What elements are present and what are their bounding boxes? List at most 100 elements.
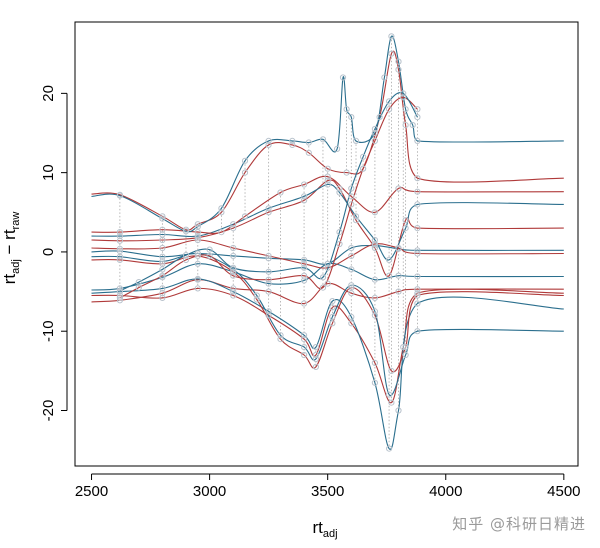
data-point [301,272,308,279]
data-point [301,300,308,307]
data-point [348,244,355,252]
data-point [305,149,312,156]
data-point [400,94,407,101]
data-point [360,153,367,160]
series-line-2 [91,279,564,305]
data-point [265,308,272,315]
data-point [230,225,237,232]
data-point [371,276,378,283]
data-point [388,33,395,40]
data-point [265,280,272,287]
data-point [194,250,201,257]
series-line-4 [91,278,564,450]
data-point [414,273,421,280]
data-point [402,106,409,113]
data-point [116,294,124,301]
data-point [301,260,308,267]
data-point [388,50,395,57]
watermark-text: 知乎 @科研日精进 [452,515,586,533]
x-tick-label: 3500 [311,483,344,500]
data-point [159,226,166,233]
data-point [414,292,421,299]
data-point [116,248,124,255]
data-point [386,256,393,263]
data-point [312,344,319,351]
series-line-13 [91,35,564,233]
data-point [402,225,409,232]
data-point [395,272,402,279]
data-point [324,260,331,267]
data-point [395,185,402,192]
data-point [241,213,249,220]
y-tick-label: 20 [40,85,57,102]
data-point [159,215,166,222]
y-tick-label: 10 [40,164,57,181]
x-tick-label: 4000 [429,483,462,500]
data-point [414,225,421,232]
data-point [336,229,343,236]
data-point [381,74,388,81]
data-point [265,288,272,295]
data-point [414,188,421,195]
data-point [386,106,393,113]
data-point [409,122,416,129]
y-axis-title: rtadj − rtraw [0,212,22,285]
y-axis: -20 -10 0 10 20 [40,85,68,421]
data-point [230,272,237,279]
data-point [414,328,421,335]
data-point [348,193,355,200]
data-point [230,285,237,292]
x-tick-label: 3000 [193,483,226,500]
data-point [360,165,367,172]
data-point [324,177,331,184]
data-point [348,185,355,192]
data-point [386,272,393,279]
data-point [289,141,296,148]
data-point [348,252,355,259]
data-point [194,223,201,230]
data-point [312,363,319,370]
data-point [116,233,124,240]
data-point [386,98,393,105]
series-line-12 [91,50,564,231]
data-point [414,250,421,257]
data-point [371,312,378,319]
data-point [241,157,249,164]
series-line-3 [91,287,564,404]
series-line-15 [119,92,418,292]
data-point [277,189,284,196]
data-point [230,292,237,299]
data-point [329,304,336,311]
data-point [395,58,402,65]
data-point [194,233,201,240]
data-point [116,287,124,294]
plot-frame [74,21,579,467]
data-point [116,285,124,292]
x-tick-label: 2500 [75,483,108,500]
data-point [301,197,308,204]
data-point [206,246,213,253]
data-point [348,114,355,121]
data-point [265,205,272,212]
data-point [265,209,272,216]
data-point [159,294,166,301]
y-tick-label: 0 [40,248,57,256]
data-point [116,237,124,244]
data-points [116,33,421,452]
data-point [312,351,319,359]
data-point [265,276,272,283]
data-point [194,260,201,267]
data-point [324,173,331,180]
data-point [194,252,201,259]
data-point [343,106,350,113]
data-point [253,296,260,303]
data-point [388,367,395,374]
data-point [319,136,327,143]
data-point [371,294,378,301]
data-point [388,399,395,406]
data-point [386,445,393,452]
data-point [319,274,327,281]
data-point [371,125,378,133]
data-point [386,391,393,398]
